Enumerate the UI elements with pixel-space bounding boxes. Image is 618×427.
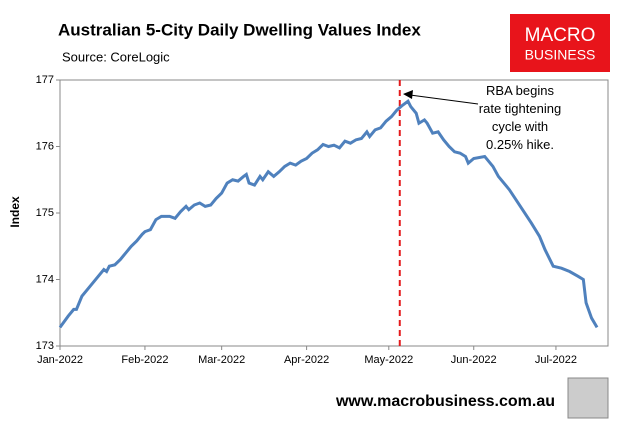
wolf-icon — [567, 377, 609, 419]
x-tick-label: Jan-2022 — [37, 354, 83, 366]
logo-box — [510, 14, 610, 72]
chart-title: Australian 5-City Daily Dwelling Values … — [58, 20, 421, 39]
logo-text: BUSINESS — [525, 47, 596, 63]
arrow-head — [403, 90, 413, 99]
footer: www.macrobusiness.com.au — [335, 393, 555, 410]
annotation-arrow — [409, 94, 479, 105]
x-tick-label: Mar-2022 — [198, 354, 245, 366]
annotation: RBA begins rate tightening cycle with 0.25%… — [479, 83, 561, 152]
chart-subtitle: Source: CoreLogic — [62, 49, 170, 64]
logo-text: MACRO — [525, 25, 596, 46]
y-tick-label: 174 — [36, 273, 54, 285]
x-tick-label: Apr-2022 — [284, 354, 329, 366]
x-tick-label: Jun-2022 — [451, 354, 497, 366]
x-tick-label: Feb-2022 — [121, 354, 168, 366]
y-tick-label: 175 — [36, 207, 54, 219]
y-axis-label: Index — [8, 196, 22, 228]
x-tick-label: May-2022 — [364, 354, 413, 366]
y-tick-label: 173 — [36, 340, 54, 352]
x-tick-label: Jul-2022 — [535, 354, 577, 366]
y-tick-label: 176 — [36, 140, 54, 152]
y-tick-label: 177 — [36, 74, 54, 86]
data-line — [58, 99, 599, 329]
